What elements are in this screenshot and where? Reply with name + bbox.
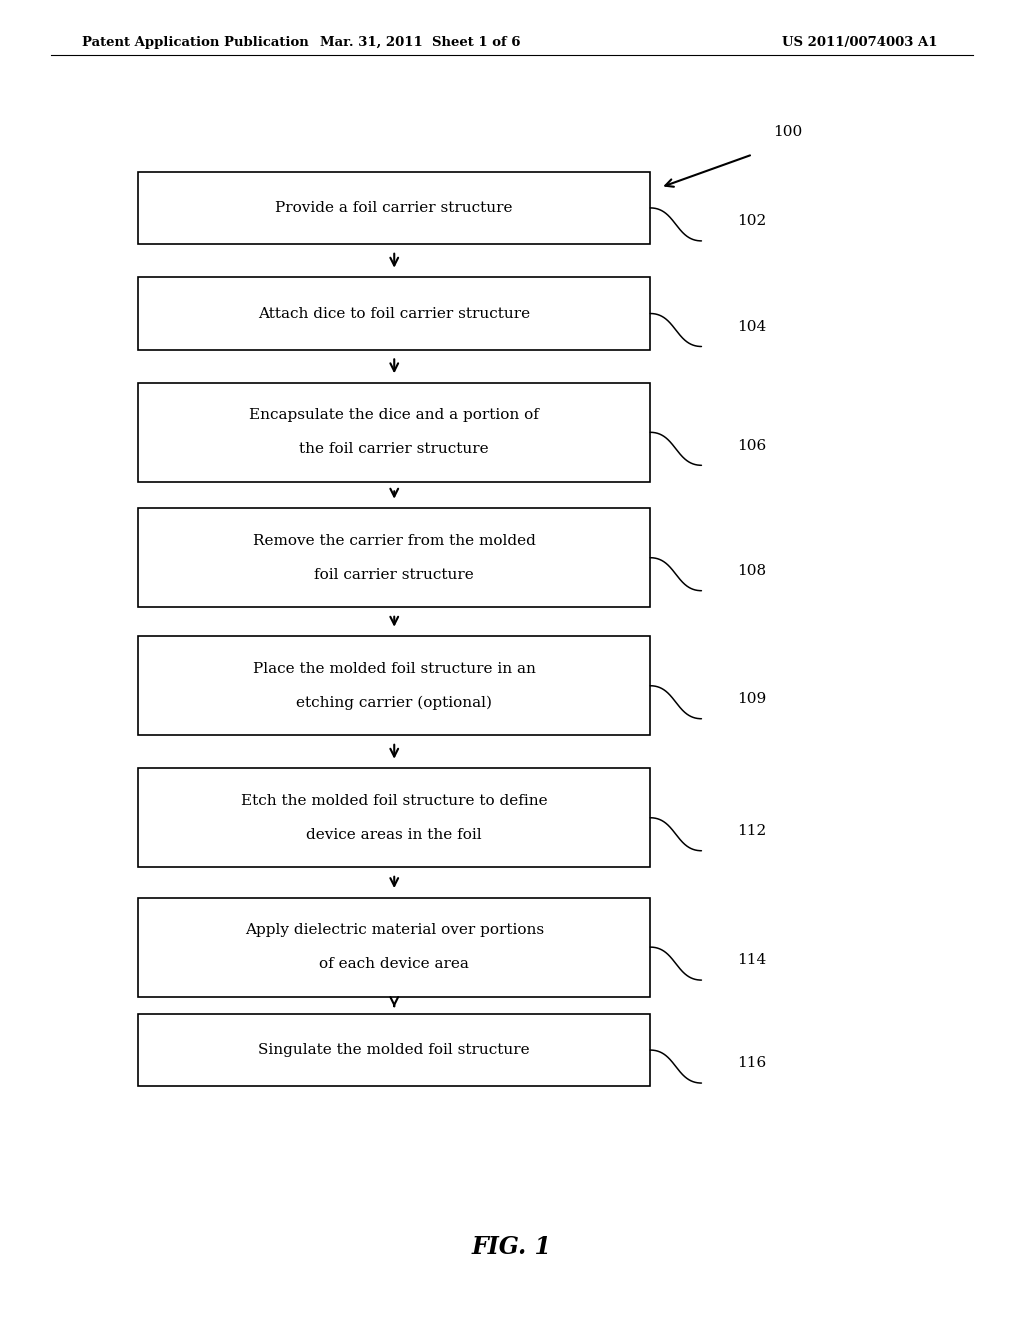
Text: Patent Application Publication: Patent Application Publication (82, 36, 308, 49)
Text: FIG. 1: FIG. 1 (472, 1236, 552, 1259)
Text: the foil carrier structure: the foil carrier structure (299, 442, 489, 457)
Text: Remove the carrier from the molded: Remove the carrier from the molded (253, 533, 536, 548)
Text: Encapsulate the dice and a portion of: Encapsulate the dice and a portion of (249, 408, 540, 422)
Text: etching carrier (optional): etching carrier (optional) (296, 696, 493, 710)
Text: 102: 102 (737, 214, 767, 228)
Bar (138, 768, 650, 867)
Text: 100: 100 (773, 124, 803, 139)
Text: 116: 116 (737, 1056, 767, 1071)
Text: 106: 106 (737, 438, 767, 453)
Text: 112: 112 (737, 824, 767, 838)
Text: Etch the molded foil structure to define: Etch the molded foil structure to define (241, 793, 548, 808)
Text: of each device area: of each device area (319, 957, 469, 972)
Text: US 2011/0074003 A1: US 2011/0074003 A1 (782, 36, 938, 49)
Text: device areas in the foil: device areas in the foil (306, 828, 482, 842)
Bar (138, 1014, 650, 1086)
Text: Singulate the molded foil structure: Singulate the molded foil structure (258, 1043, 530, 1057)
Text: Place the molded foil structure in an: Place the molded foil structure in an (253, 661, 536, 676)
Text: Attach dice to foil carrier structure: Attach dice to foil carrier structure (258, 306, 530, 321)
Bar (138, 636, 650, 735)
Bar (138, 383, 650, 482)
Bar (138, 172, 650, 244)
Text: foil carrier structure: foil carrier structure (314, 568, 474, 582)
Text: 108: 108 (737, 564, 766, 578)
Text: 114: 114 (737, 953, 767, 968)
Text: 104: 104 (737, 319, 767, 334)
Bar (138, 508, 650, 607)
Text: Mar. 31, 2011  Sheet 1 of 6: Mar. 31, 2011 Sheet 1 of 6 (319, 36, 520, 49)
Bar (138, 898, 650, 997)
Text: 109: 109 (737, 692, 767, 706)
Text: Provide a foil carrier structure: Provide a foil carrier structure (275, 201, 513, 215)
Bar (138, 277, 650, 350)
Text: Apply dielectric material over portions: Apply dielectric material over portions (245, 923, 544, 937)
